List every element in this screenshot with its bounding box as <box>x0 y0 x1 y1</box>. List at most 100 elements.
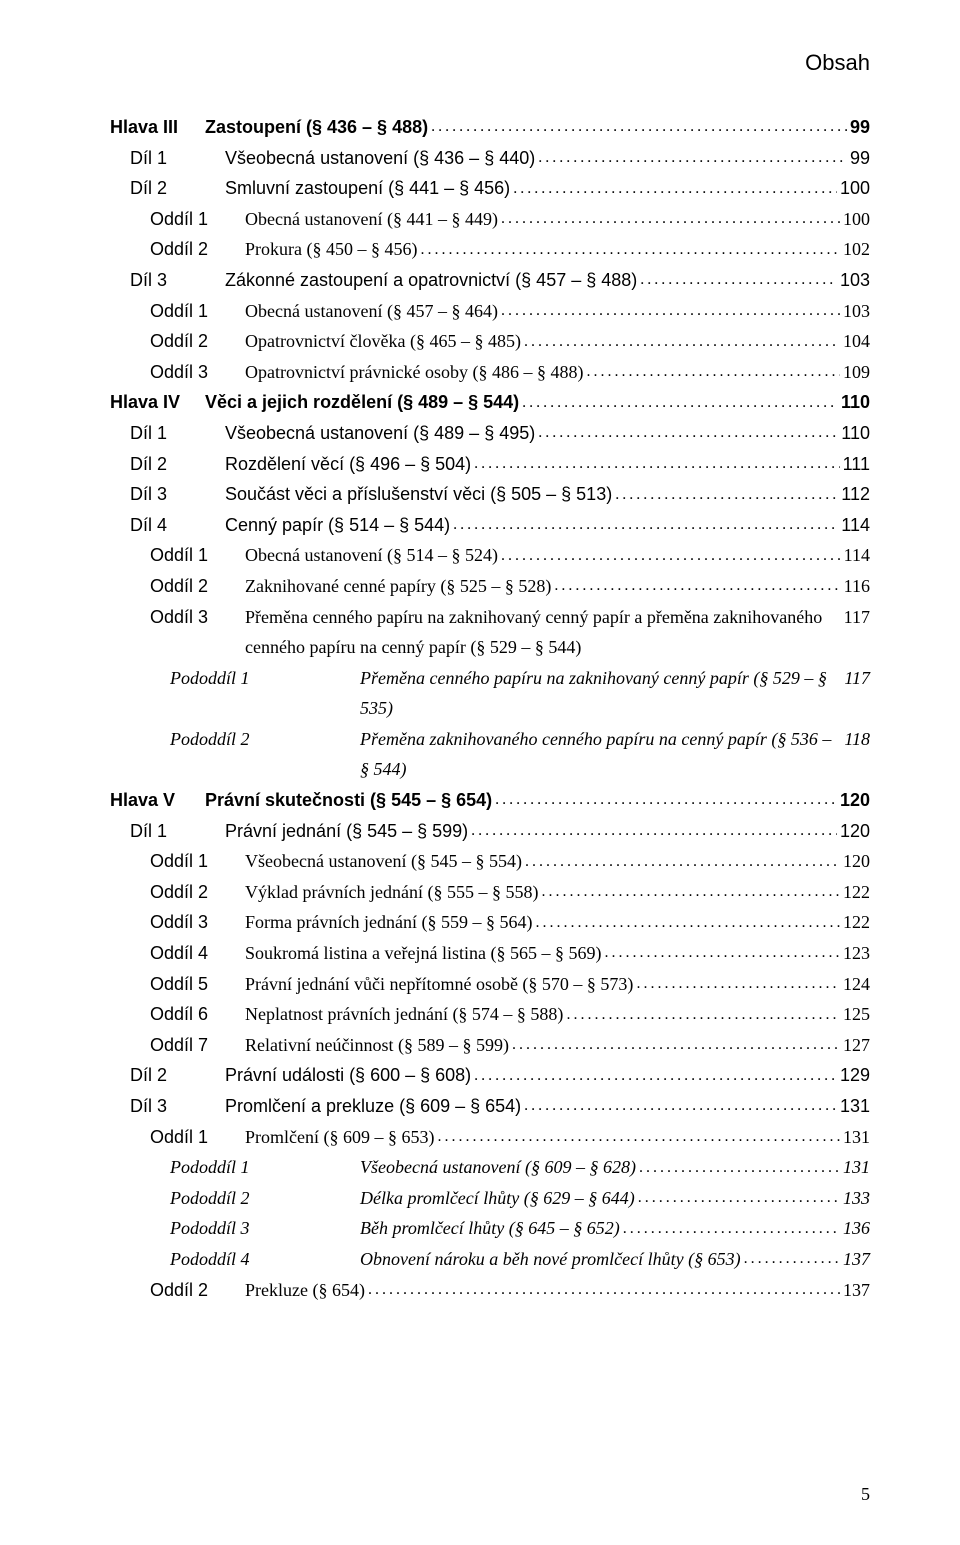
toc-leaders <box>535 920 840 938</box>
toc-label: Pododdíl 3 <box>170 1213 360 1244</box>
toc-leaders <box>501 216 840 234</box>
toc-leaders <box>501 308 840 326</box>
toc-label: Díl 2 <box>130 1060 225 1091</box>
toc-title: Výklad právních jednání (§ 555 – § 558) <box>245 877 538 908</box>
toc-page: 110 <box>841 418 870 449</box>
toc-page: 127 <box>843 1030 870 1061</box>
toc-page: 123 <box>843 938 870 969</box>
toc-entry: Oddíl 1Všeobecná ustanovení (§ 545 – § 5… <box>110 846 870 877</box>
toc-label: Oddíl 7 <box>150 1030 245 1061</box>
toc-entry: Oddíl 3Opatrovnictví právnické osoby (§ … <box>110 357 870 388</box>
toc-title: Obecná ustanovení (§ 441 – § 449) <box>245 204 498 235</box>
toc-title: Přeměna cenného papíru na zaknihovaný ce… <box>360 663 838 724</box>
toc-entry: Pododdíl 3Běh promlčecí lhůty (§ 645 – §… <box>110 1213 870 1244</box>
toc-leaders <box>538 155 847 173</box>
toc-page: 104 <box>843 326 870 357</box>
toc-entry: Oddíl 1Obecná ustanovení (§ 441 – § 449)… <box>110 204 870 235</box>
toc-label: Pododdíl 1 <box>170 663 360 694</box>
toc-leaders <box>524 339 840 357</box>
toc-title: Soukromá listina a veřejná listina (§ 56… <box>245 938 601 969</box>
toc-title: Prokura (§ 450 – § 456) <box>245 234 417 265</box>
toc-page: 120 <box>840 785 870 816</box>
toc-leaders <box>471 828 837 846</box>
toc-label: Díl 3 <box>130 479 225 510</box>
toc-page: 131 <box>840 1091 870 1122</box>
toc-leaders <box>420 247 840 265</box>
toc-page: 117 <box>844 602 870 633</box>
toc-page: 117 <box>844 663 870 694</box>
toc-leaders <box>524 1104 837 1122</box>
toc-leaders <box>604 951 840 969</box>
toc-page: 118 <box>844 724 870 755</box>
toc-label: Oddíl 3 <box>150 602 245 633</box>
toc-page: 103 <box>843 296 870 327</box>
toc-page: 110 <box>841 387 870 418</box>
toc-title: Právní jednání (§ 545 – § 599) <box>225 816 468 847</box>
toc-label: Pododdíl 1 <box>170 1152 360 1183</box>
toc-label: Oddíl 2 <box>150 234 245 265</box>
toc-label: Díl 2 <box>130 449 225 480</box>
toc-title: Přeměna zaknihovaného cenného papíru na … <box>360 724 838 785</box>
toc-page: 124 <box>843 969 870 1000</box>
toc-leaders <box>636 981 840 999</box>
toc-entry: Pododdíl 2Přeměna zaknihovaného cenného … <box>110 724 870 785</box>
toc-title: Prekluze (§ 654) <box>245 1275 365 1306</box>
toc-title: Opatrovnictví právnické osoby (§ 486 – §… <box>245 357 583 388</box>
toc-label: Hlava V <box>110 785 205 816</box>
toc-label: Díl 1 <box>130 143 225 174</box>
toc-page: 116 <box>844 571 870 602</box>
toc-entry: Oddíl 4Soukromá listina a veřejná listin… <box>110 938 870 969</box>
toc-leaders <box>495 798 837 816</box>
toc-label: Pododdíl 4 <box>170 1244 360 1275</box>
toc-page: 137 <box>843 1275 870 1306</box>
toc-entry: Oddíl 1Promlčení (§ 609 – § 653)131 <box>110 1122 870 1153</box>
toc-page: 122 <box>843 877 870 908</box>
toc-entry: Hlava VPrávní skutečnosti (§ 545 – § 654… <box>110 785 870 816</box>
toc-title: Cenný papír (§ 514 – § 544) <box>225 510 450 541</box>
page-header: Obsah <box>110 50 870 76</box>
toc-page: 100 <box>843 204 870 235</box>
toc-label: Oddíl 1 <box>150 296 245 327</box>
toc-leaders <box>615 492 838 510</box>
toc-leaders <box>368 1287 840 1305</box>
toc-leaders <box>586 369 840 387</box>
toc-label: Oddíl 1 <box>150 204 245 235</box>
toc-title: Právní skutečnosti (§ 545 – § 654) <box>205 785 492 816</box>
toc-page: 99 <box>850 143 870 174</box>
toc-leaders <box>522 400 838 418</box>
toc-leaders <box>541 889 840 907</box>
toc-entry: Oddíl 2Výklad právních jednání (§ 555 – … <box>110 877 870 908</box>
toc-title: Obecná ustanovení (§ 457 – § 464) <box>245 296 498 327</box>
toc-entry: Oddíl 7Relativní neúčinnost (§ 589 – § 5… <box>110 1030 870 1061</box>
toc-label: Pododdíl 2 <box>170 1183 360 1214</box>
toc-label: Oddíl 3 <box>150 907 245 938</box>
toc-title: Opatrovnictví člověka (§ 465 – § 485) <box>245 326 521 357</box>
toc-label: Oddíl 2 <box>150 326 245 357</box>
toc-title: Všeobecná ustanovení (§ 609 – § 628) <box>360 1152 636 1183</box>
toc-label: Hlava IV <box>110 387 205 418</box>
toc-label: Díl 3 <box>130 265 225 296</box>
toc-leaders <box>554 584 840 602</box>
toc-label: Díl 4 <box>130 510 225 541</box>
toc-leaders <box>566 1012 840 1030</box>
toc-entry: Díl 3Součást věci a příslušenství věci (… <box>110 479 870 510</box>
toc-entry: Díl 4Cenný papír (§ 514 – § 544) 114 <box>110 510 870 541</box>
toc-entry: Díl 3Promlčení a prekluze (§ 609 – § 654… <box>110 1091 870 1122</box>
toc-title: Rozdělení věcí (§ 496 – § 504) <box>225 449 471 480</box>
toc-page: 111 <box>843 449 870 480</box>
toc-page: 131 <box>843 1122 870 1153</box>
toc-entry: Díl 1Všeobecná ustanovení (§ 489 – § 495… <box>110 418 870 449</box>
toc-title: Relativní neúčinnost (§ 589 – § 599) <box>245 1030 509 1061</box>
toc-entry: Díl 3Zákonné zastoupení a opatrovnictví … <box>110 265 870 296</box>
toc-leaders <box>474 1073 837 1091</box>
toc-title: Smluvní zastoupení (§ 441 – § 456) <box>225 173 510 204</box>
toc-page: 114 <box>841 510 870 541</box>
toc-entry: Oddíl 6Neplatnost právních jednání (§ 57… <box>110 999 870 1030</box>
toc-page: 112 <box>841 479 870 510</box>
toc-title: Zaknihované cenné papíry (§ 525 – § 528) <box>245 571 551 602</box>
toc-label: Oddíl 1 <box>150 540 245 571</box>
toc-page: 100 <box>840 173 870 204</box>
toc-title: Zastoupení (§ 436 – § 488) <box>205 112 428 143</box>
toc-page: 120 <box>840 816 870 847</box>
toc-page: 122 <box>843 907 870 938</box>
